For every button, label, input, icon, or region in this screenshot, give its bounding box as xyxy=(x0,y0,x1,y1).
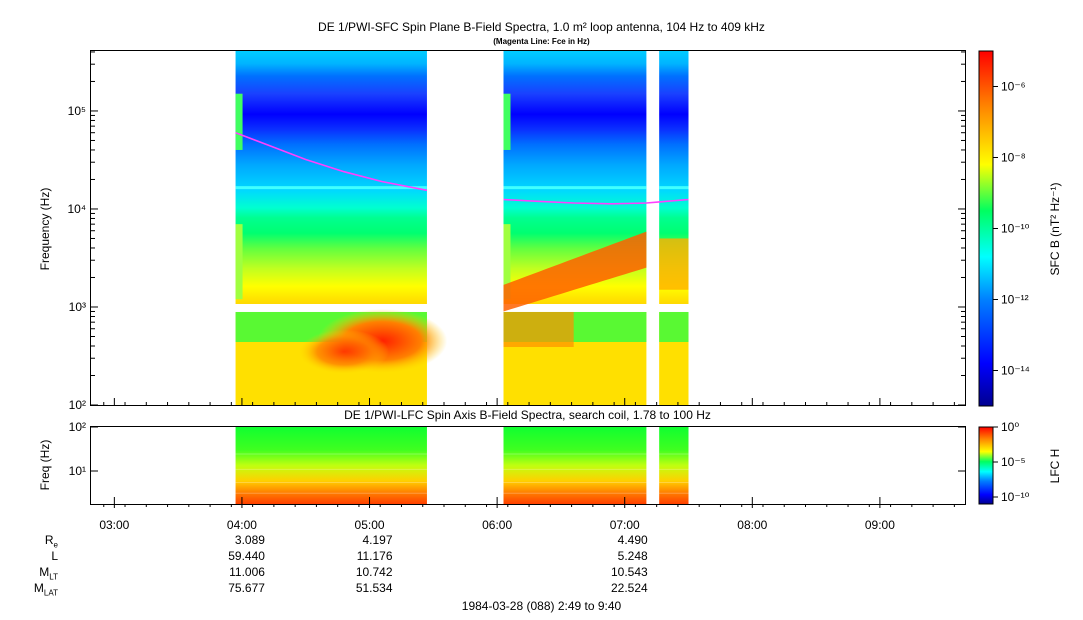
sfc-edge-strip xyxy=(235,93,243,150)
sfc-y-tick-label: 10² xyxy=(69,398,86,412)
fce-line xyxy=(503,198,689,205)
ephemeris-value: 22.524 xyxy=(611,581,648,595)
x-tick-label: 04:00 xyxy=(227,518,257,532)
sfc-fce-line-group xyxy=(235,131,689,205)
x-tick-label: 03:00 xyxy=(99,518,129,532)
ephemeris-value: 10.543 xyxy=(611,565,648,579)
sfc-y-tick-label: 10³ xyxy=(69,300,86,314)
ephemeris-label-sub: LAT xyxy=(43,588,58,598)
x-tick-label: 05:00 xyxy=(355,518,385,532)
lfc-colorbar-ticks: 10⁰ 10⁻⁵ 10⁻¹⁰ xyxy=(993,420,1030,504)
sfc-cb-tick-label: 10⁻⁶ xyxy=(1001,80,1026,94)
sfc-edge-strip xyxy=(235,224,243,300)
sfc-seg3-emission xyxy=(659,238,689,290)
sfc-edge-strip xyxy=(503,93,511,150)
lfc-segment xyxy=(235,427,427,504)
ephemeris-value: 11.006 xyxy=(229,565,265,579)
ephemeris-value: 11.176 xyxy=(356,549,393,563)
sfc-interference-line xyxy=(503,186,647,190)
sfc-segment-lower-band xyxy=(659,311,689,342)
sfc-title: DE 1/PWI-SFC Spin Plane B-Field Spectra,… xyxy=(318,20,765,34)
lfc-title: DE 1/PWI-LFC Spin Axis B-Field Spectra, … xyxy=(344,408,711,422)
sfc-y-ticks: 10² 10³ 10⁴ 10⁵ xyxy=(67,51,965,412)
sfc-interference-line xyxy=(659,186,689,190)
lfc-heatmap xyxy=(235,427,689,504)
ephemeris-value: 75.677 xyxy=(228,581,265,595)
lfc-colorbar xyxy=(978,426,994,505)
lfc-cb-tick-label: 10⁻¹⁰ xyxy=(1001,490,1030,504)
sfc-cb-tick-label: 10⁻¹⁰ xyxy=(1001,222,1030,236)
sfc-hot-emission xyxy=(299,329,390,374)
x-tick-label: 06:00 xyxy=(482,518,512,532)
sfc-y-tick-label: 10⁴ xyxy=(67,202,86,216)
ephemeris-value: 51.534 xyxy=(355,581,393,595)
sfc-cb-tick-label: 10⁻¹² xyxy=(1001,293,1029,307)
ephemeris-label-sub: LT xyxy=(49,572,58,582)
lfc-y-tick-label: 10¹ xyxy=(69,464,86,478)
ephemeris-label-main: M xyxy=(33,581,44,595)
lfc-segment xyxy=(659,427,689,504)
x-tick-label: 07:00 xyxy=(610,518,640,532)
ephemeris-label-main: L xyxy=(51,549,58,563)
sfc-subtitle: (Magenta Line: Fce in Hz) xyxy=(493,37,590,46)
fce-line xyxy=(235,131,428,192)
sfc-cb-tick-label: 10⁻¹⁴ xyxy=(1001,364,1030,378)
ephemeris-value: 3.089 xyxy=(234,533,265,547)
ephemeris-value: 4.197 xyxy=(362,533,393,547)
ephemeris-label: Re xyxy=(18,533,58,549)
sfc-colorbar xyxy=(978,50,994,407)
ephemeris-label-main: M xyxy=(39,565,50,579)
lfc-cb-tick-label: 10⁰ xyxy=(1001,420,1019,434)
x-axis: 03:00 04:00 05:00 06:00 07:00 08:00 09:00 xyxy=(99,398,955,532)
sfc-cb-tick-label: 10⁻⁸ xyxy=(1001,151,1026,165)
x-tick-label: 08:00 xyxy=(737,518,767,532)
sfc-y-tick-label: 10⁵ xyxy=(68,104,86,118)
ephemeris-value: 5.248 xyxy=(617,549,648,563)
ephemeris-label: L xyxy=(18,549,58,563)
sfc-colorbar-ticks: 10⁻⁶ 10⁻⁸ 10⁻¹⁰ 10⁻¹² 10⁻¹⁴ xyxy=(993,80,1030,378)
sfc-segment-upper xyxy=(235,51,427,304)
sfc-interference-line xyxy=(235,186,427,190)
ephemeris-value: 4.490 xyxy=(617,533,648,547)
sfc-rising-emission xyxy=(503,231,647,312)
lfc-cb-tick-label: 10⁻⁵ xyxy=(1001,455,1026,469)
x-tick-label: 09:00 xyxy=(865,518,895,532)
date-range: 1984-03-28 (088) 2:49 to 9:40 xyxy=(461,599,622,613)
lfc-segment xyxy=(503,427,647,504)
ephemeris-label: MLT xyxy=(18,565,58,581)
sfc-heatmap xyxy=(235,51,689,405)
ephemeris-label-main: R xyxy=(44,533,54,547)
ephemeris-value: 59.440 xyxy=(228,549,265,563)
ephemeris-label: MLAT xyxy=(18,581,58,597)
sfc-low-emission xyxy=(503,311,574,347)
lfc-y-tick-label: 10² xyxy=(69,420,86,434)
lfc-y-ticks: 10¹ 10² xyxy=(69,420,965,478)
ephemeris-label-sub: e xyxy=(53,540,58,550)
sfc-edge-strip xyxy=(503,224,511,300)
ephemeris-value: 10.742 xyxy=(355,565,393,579)
